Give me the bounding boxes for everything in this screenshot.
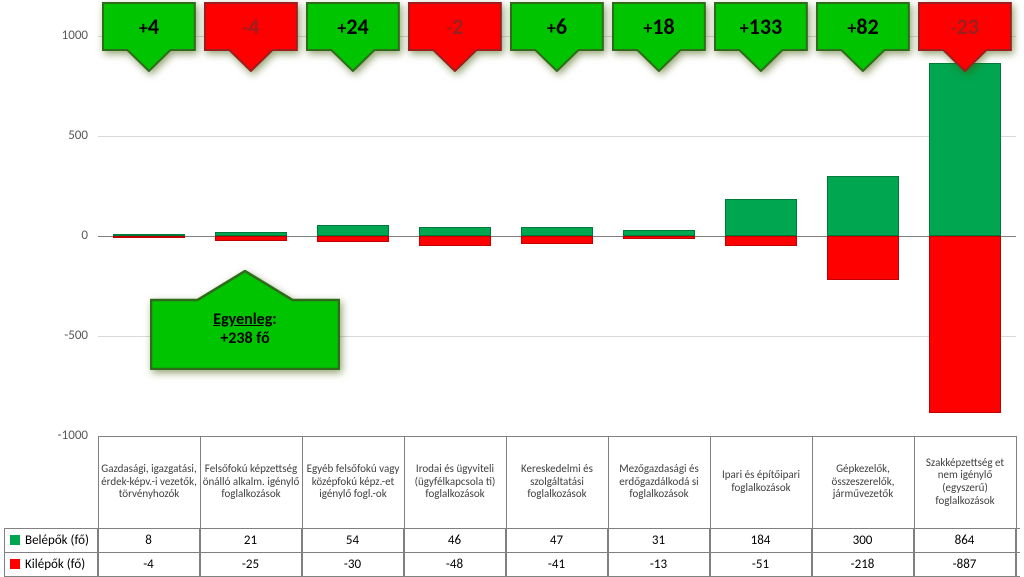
table-cell: 46: [404, 528, 506, 552]
badge-arrow: +4: [102, 2, 196, 72]
legend-square-neg: [10, 559, 20, 569]
category-label: Ipari és építőipari foglalkozások: [712, 438, 810, 526]
y-tick-label: 1000: [0, 28, 88, 43]
y-tick-label: 500: [0, 128, 88, 143]
table-cell: -218: [812, 552, 914, 576]
badge-arrow: +18: [612, 2, 706, 72]
bar-positive: [827, 176, 898, 236]
y-tick-label: 0: [0, 228, 88, 243]
legend-cell: Belépők (fő): [4, 528, 98, 552]
table-cell: 54: [302, 528, 404, 552]
bar-positive: [317, 225, 388, 236]
bar-negative: [419, 236, 490, 246]
table-cell: 300: [812, 528, 914, 552]
category-label: Felsőfokú képzettség önálló alkalm. igén…: [202, 438, 300, 526]
badge-value: +24: [306, 13, 400, 40]
y-tick-label: -500: [0, 328, 88, 343]
table-cell: 8: [98, 528, 200, 552]
table-cell: -30: [302, 552, 404, 576]
bar-negative: [113, 236, 184, 238]
table-cell: -13: [608, 552, 710, 576]
table-cell: 21: [200, 528, 302, 552]
badge-value: +82: [816, 13, 910, 40]
category-label: Mezőgazdasági és erdőgazdálkodá si fogla…: [610, 438, 708, 526]
bar-negative: [725, 236, 796, 246]
badge-value: -23: [918, 13, 1012, 40]
table-cell: -4: [98, 552, 200, 576]
table-cell: 864: [914, 528, 1016, 552]
category-label: Kereskedelmi és szolgáltatási foglalkozá…: [508, 438, 606, 526]
category-label: Gazdasági, igazgatási, érdek-képv.-i vez…: [100, 438, 198, 526]
legend-square-pos: [10, 535, 20, 545]
table-cell: -48: [404, 552, 506, 576]
bar-negative: [827, 236, 898, 280]
badge-value: +18: [612, 13, 706, 40]
category-label: Egyéb felsőfokú vagy középfokú képz.-et …: [304, 438, 402, 526]
balance-arrow: Egyenleg:+238 fő: [150, 270, 340, 370]
bar-positive: [725, 199, 796, 236]
category-label: Szakképzettség et nem igénylő (egyszerű)…: [916, 438, 1014, 526]
category-label: Irodai és ügyviteli (ügyfélkapcsola ti) …: [406, 438, 504, 526]
badge-value: +133: [714, 13, 808, 40]
table-cell: 31: [608, 528, 710, 552]
badge-arrow: +6: [510, 2, 604, 72]
table-vline: [1016, 436, 1017, 576]
bar-negative: [623, 236, 694, 239]
badge-arrow: -23: [918, 2, 1012, 72]
bar-negative: [929, 236, 1000, 413]
bar-negative: [215, 236, 286, 241]
legend-cell: Kilépők (fő): [4, 552, 98, 576]
badge-arrow: -2: [408, 2, 502, 72]
balance-text: Egyenleg:+238 fő: [150, 310, 340, 348]
table-hline: [98, 436, 1016, 437]
bar-negative: [317, 236, 388, 242]
badge-arrow: +24: [306, 2, 400, 72]
badge-arrow: +82: [816, 2, 910, 72]
table-cell: -887: [914, 552, 1016, 576]
legend-label: Belépők (fő): [25, 533, 89, 548]
table-cell: -41: [506, 552, 608, 576]
bar-negative: [521, 236, 592, 244]
badge-arrow: -4: [204, 2, 298, 72]
badge-value: +4: [102, 13, 196, 40]
badge-value: -4: [204, 13, 298, 40]
badge-value: +6: [510, 13, 604, 40]
y-tick-label: -1000: [0, 428, 88, 443]
badge-arrow: +133: [714, 2, 808, 72]
table-cell: 184: [710, 528, 812, 552]
category-label: Gépkezelők, összeszerelők, járművezetők: [814, 438, 912, 526]
table-cell: -51: [710, 552, 812, 576]
bar-positive: [419, 227, 490, 236]
bar-positive: [521, 227, 592, 236]
bar-positive: [929, 63, 1000, 236]
gridline: [98, 136, 1016, 137]
table-cell: 47: [506, 528, 608, 552]
legend-label: Kilépők (fő): [25, 557, 85, 572]
table-cell: -25: [200, 552, 302, 576]
badge-value: -2: [408, 13, 502, 40]
